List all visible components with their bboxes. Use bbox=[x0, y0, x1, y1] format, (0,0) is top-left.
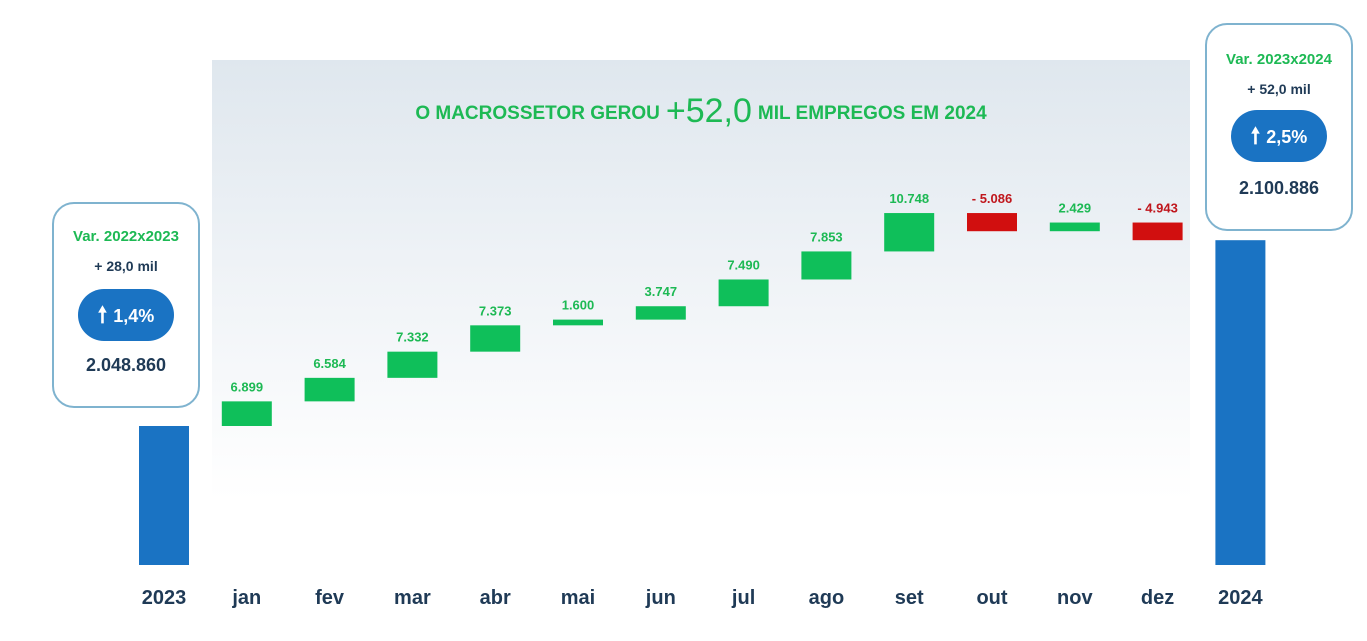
variation-pct-badge: 🠕 2,5% bbox=[1231, 110, 1327, 162]
bar-jun bbox=[635, 306, 686, 320]
category-label-nov: nov bbox=[1057, 587, 1093, 609]
category-label-fev: fev bbox=[315, 587, 345, 609]
value-label-abr: 7.373 bbox=[479, 303, 512, 318]
value-label-ago: 7.853 bbox=[810, 229, 843, 244]
bar-jan bbox=[221, 401, 272, 426]
category-label-jan: jan bbox=[231, 587, 261, 609]
value-label-mai: 1.600 bbox=[562, 298, 595, 313]
value-label-mar: 7.332 bbox=[396, 330, 429, 345]
bar-nov bbox=[1049, 222, 1100, 232]
value-label-dez: - 4.943 bbox=[1137, 201, 1177, 216]
bar-2023-total bbox=[139, 426, 189, 565]
bar-2024-total bbox=[1215, 240, 1266, 565]
up-arrow-icon: 🠕 bbox=[97, 302, 108, 327]
bar-jul bbox=[718, 279, 769, 307]
total-employment: 2.048.860 bbox=[85, 355, 167, 375]
value-label-set: 10.748 bbox=[889, 191, 929, 206]
bar-set bbox=[884, 213, 935, 252]
category-label-jun: jun bbox=[645, 587, 676, 609]
category-label-mar: mar bbox=[394, 587, 431, 609]
chart-background-panel bbox=[212, 60, 1190, 500]
variation-delta: + 28,0 mil bbox=[94, 258, 158, 274]
value-label-jan: 6.899 bbox=[231, 379, 264, 394]
category-label-out: out bbox=[976, 587, 1007, 609]
variation-pct: 1,4% bbox=[113, 306, 155, 326]
category-label-ago: ago bbox=[809, 587, 845, 609]
variation-period-label: Var. 2022x2023 bbox=[73, 228, 179, 245]
value-label-out: - 5.086 bbox=[972, 191, 1012, 206]
up-arrow-icon: 🠕 bbox=[1250, 123, 1261, 148]
value-label-jul: 7.490 bbox=[727, 257, 760, 272]
bar-dez bbox=[1132, 222, 1183, 241]
variation-period-label: Var. 2023x2024 bbox=[1226, 51, 1332, 68]
category-label-abr: abr bbox=[480, 587, 511, 609]
bar-mar bbox=[387, 351, 438, 378]
category-label-2023: 2023 bbox=[142, 587, 187, 609]
category-label-set: set bbox=[895, 587, 924, 609]
variation-box-2023: Var. 2022x2023 + 28,0 mil 🠕 1,4% 2.048.86… bbox=[52, 202, 200, 408]
variation-pct: 2,5% bbox=[1266, 127, 1308, 147]
value-label-jun: 3.747 bbox=[645, 284, 678, 299]
value-label-nov: 2.429 bbox=[1059, 201, 1092, 216]
category-label-2024: 2024 bbox=[1218, 587, 1263, 609]
variation-box-2024: Var. 2023x2024 + 52,0 mil 🠕 2,5% 2.100.88… bbox=[1205, 23, 1353, 231]
variation-delta: + 52,0 mil bbox=[1247, 81, 1311, 97]
title-prefix: O MACROSSETOR GEROU bbox=[415, 103, 660, 124]
category-label-dez: dez bbox=[1141, 587, 1174, 609]
title-value: +52,0 bbox=[665, 92, 752, 130]
bar-out bbox=[967, 213, 1017, 232]
total-employment: 2.100.886 bbox=[1238, 178, 1320, 198]
value-label-fev: 6.584 bbox=[313, 356, 346, 371]
category-label-jul: jul bbox=[731, 587, 755, 609]
category-label-mai: mai bbox=[561, 587, 595, 609]
title-suffix: MIL EMPREGOS EM 2024 bbox=[757, 103, 987, 124]
variation-pct-badge: 🠕 1,4% bbox=[78, 289, 174, 341]
chart-title: O MACROSSETOR GEROU +52,0 MIL EMPREGOS EM … bbox=[212, 92, 1190, 131]
bar-abr bbox=[470, 325, 521, 352]
bar-ago bbox=[801, 251, 852, 280]
bar-fev bbox=[304, 377, 355, 402]
bar-mai bbox=[553, 319, 603, 326]
